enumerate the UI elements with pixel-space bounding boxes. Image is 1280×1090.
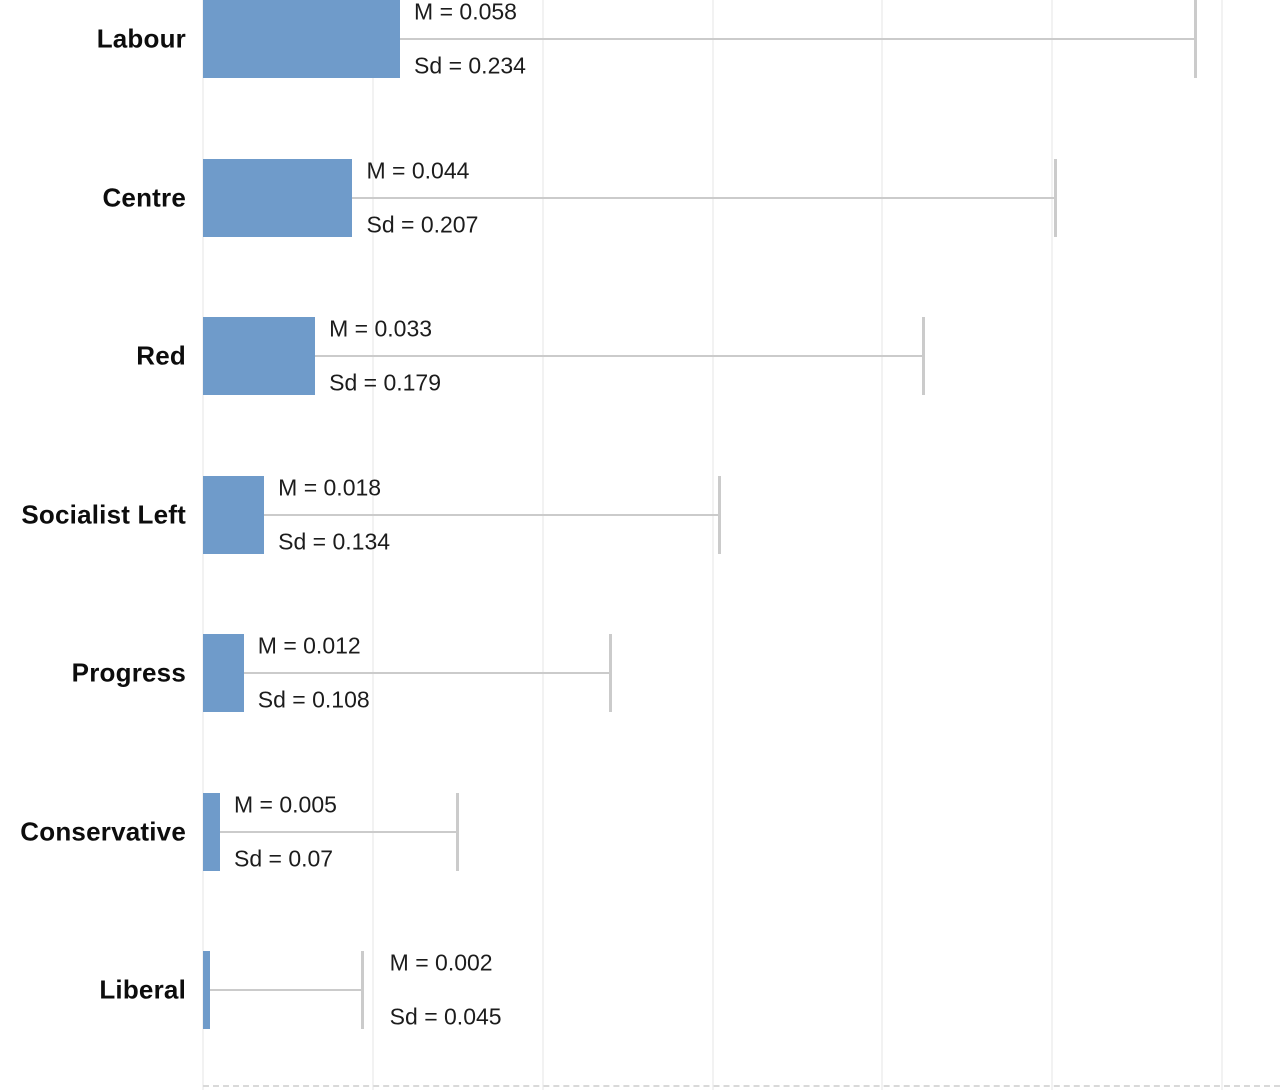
sd-whisker-cap — [456, 792, 460, 871]
sd-value-label: Sd = 0.207 — [366, 211, 479, 237]
sd-whisker-line — [315, 355, 924, 357]
sd-value-label: Sd = 0.045 — [389, 1003, 502, 1030]
x-axis-line — [203, 1085, 1280, 1087]
mean-value-label: M = 0.033 — [329, 315, 433, 342]
category-label: Centre — [102, 182, 186, 212]
x-gridline — [1221, 0, 1224, 1090]
sd-whisker-cap — [609, 634, 613, 712]
sd-whisker-line — [209, 989, 363, 991]
sd-value-label: Sd = 0.234 — [414, 52, 526, 79]
mean-bar — [203, 317, 316, 395]
mean-bar — [203, 475, 265, 554]
mean-value-label: M = 0.058 — [414, 0, 517, 25]
category-label: Conservative — [20, 816, 186, 846]
mean-bar — [203, 0, 401, 78]
sd-value-label: Sd = 0.179 — [329, 369, 442, 396]
sd-whisker-cap — [1193, 0, 1197, 78]
x-gridline — [371, 0, 374, 1090]
category-label: Red — [136, 340, 186, 371]
x-gridline — [541, 0, 544, 1090]
sd-whisker-cap — [921, 317, 925, 395]
mean-value-label: M = 0.002 — [389, 949, 493, 976]
mean-value-label: M = 0.005 — [233, 791, 337, 817]
category-label: Labour — [96, 23, 186, 54]
category-label: Progress — [71, 657, 186, 688]
mean-bar — [203, 792, 220, 871]
x-gridline — [1051, 0, 1054, 1090]
category-label: Liberal — [99, 974, 186, 1005]
sd-whisker-cap — [361, 951, 365, 1029]
mean-bar — [203, 951, 210, 1029]
sd-whisker-line — [243, 672, 611, 674]
category-label: Socialist Left — [21, 499, 186, 529]
mean-bar — [203, 634, 244, 712]
mean-value-label: M = 0.018 — [278, 474, 382, 500]
sd-whisker-cap — [1054, 158, 1058, 237]
sd-value-label: Sd = 0.134 — [278, 528, 391, 554]
sd-whisker-cap — [717, 475, 721, 554]
sd-value-label: Sd = 0.07 — [233, 845, 334, 871]
sd-whisker-line — [352, 196, 1056, 199]
sd-whisker-line — [400, 38, 1196, 40]
mean-value-label: M = 0.044 — [366, 157, 470, 183]
sd-whisker-line — [264, 513, 720, 516]
mean-value-label: M = 0.012 — [257, 632, 361, 659]
sd-value-label: Sd = 0.108 — [257, 686, 370, 713]
x-gridline — [711, 0, 714, 1090]
sd-whisker-line — [219, 830, 458, 833]
mean-bar — [203, 158, 353, 237]
x-gridline — [881, 0, 884, 1090]
